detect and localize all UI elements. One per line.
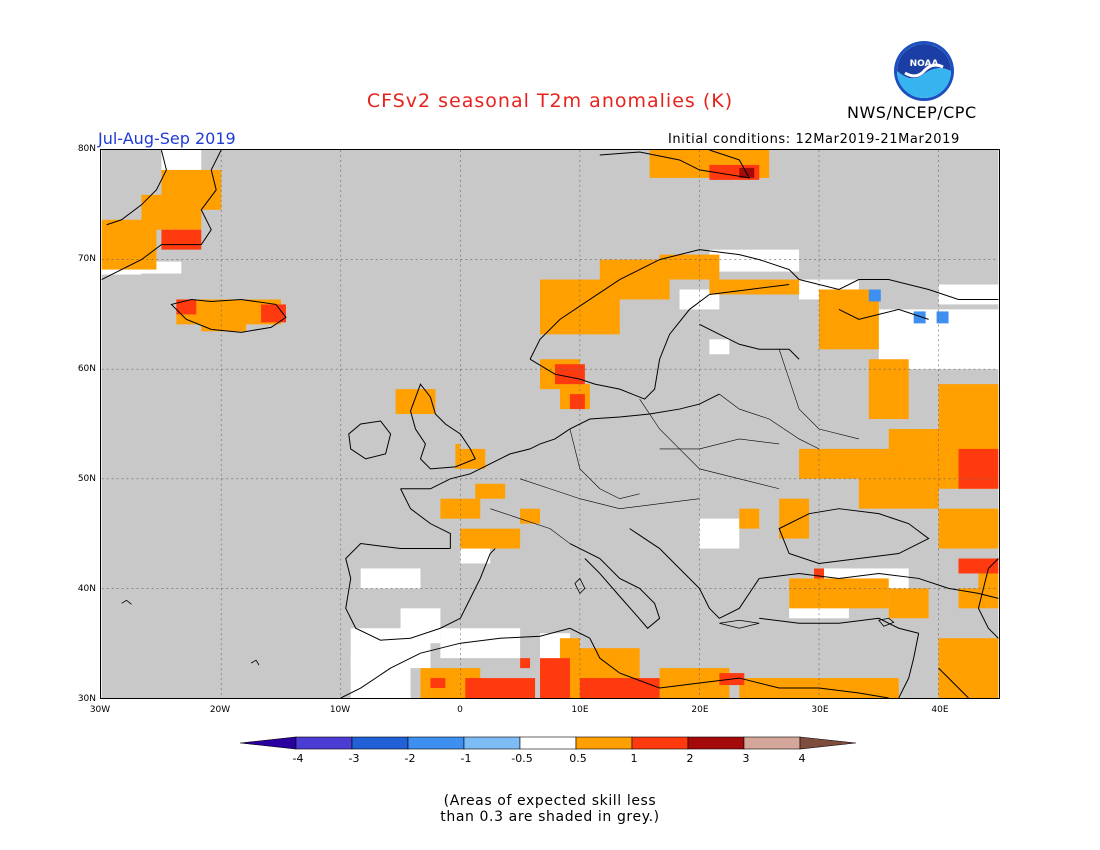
anomaly-map xyxy=(100,149,1000,699)
initial-conditions: Initial conditions: 12Mar2019-21Mar2019 xyxy=(668,132,960,147)
legend-label: 3 xyxy=(742,752,750,765)
legend-label: -1 xyxy=(460,752,472,765)
legend-swatch xyxy=(351,736,409,750)
forecast-period: Jul-Aug-Sep 2019 xyxy=(98,129,236,148)
map-background xyxy=(101,150,999,698)
skill-note-line1: (Areas of expected skill less xyxy=(443,793,657,809)
legend-label: 1 xyxy=(630,752,638,765)
legend-swatch xyxy=(407,736,465,750)
legend-label: 2 xyxy=(686,752,694,765)
agency-label: NWS/NCEP/CPC xyxy=(847,103,977,122)
lat-label-70n: 70N xyxy=(77,254,96,264)
color-legend-bar xyxy=(240,736,857,750)
legend-label: 4 xyxy=(798,752,806,765)
lat-label-80n: 80N xyxy=(77,144,96,154)
legend-swatch xyxy=(575,736,633,750)
legend-swatch xyxy=(743,736,801,750)
lon-label-0: 0 xyxy=(457,705,463,715)
anomaly-white-areas xyxy=(101,150,999,698)
coastlines xyxy=(101,150,999,698)
skill-note: (Areas of expected skill less than 0.3 a… xyxy=(0,793,1100,825)
legend-swatch-min xyxy=(240,736,297,750)
legend-label: -0.5 xyxy=(511,752,533,765)
anomaly-red-areas xyxy=(161,164,999,698)
legend-swatch xyxy=(295,736,353,750)
legend-swatch xyxy=(687,736,745,750)
lat-label-60n: 60N xyxy=(77,364,96,374)
legend-swatch-max xyxy=(799,736,857,750)
lat-label-50n: 50N xyxy=(77,474,96,484)
skill-note-line2: than 0.3 are shaded in grey.) xyxy=(440,809,660,825)
lon-label-10e: 10E xyxy=(571,705,589,715)
legend-label: 0.5 xyxy=(569,752,587,765)
noaa-logo-icon: NOAA xyxy=(894,41,954,101)
country-borders xyxy=(490,349,859,544)
lat-label-40n: 40N xyxy=(77,584,96,594)
legend-swatch xyxy=(463,736,521,750)
lon-label-40e: 40E xyxy=(931,705,949,715)
lon-label-10w: 10W xyxy=(329,705,351,715)
legend-label: -2 xyxy=(404,752,416,765)
islands xyxy=(121,577,895,666)
lon-label-20w: 20W xyxy=(209,705,231,715)
map-title: CFSv2 seasonal T2m anomalies (K) xyxy=(366,90,734,112)
legend-label: -4 xyxy=(292,752,304,765)
legend-swatch xyxy=(631,736,689,750)
legend-label: -3 xyxy=(348,752,360,765)
logo-text: NOAA xyxy=(910,59,939,69)
lon-label-30e: 30E xyxy=(811,705,829,715)
lon-label-30w: 30W xyxy=(89,705,111,715)
lat-label-30n: 30N xyxy=(77,694,96,704)
anomaly-blue-areas xyxy=(868,289,949,324)
lon-label-20e: 20E xyxy=(691,705,709,715)
legend-swatch xyxy=(519,736,577,750)
